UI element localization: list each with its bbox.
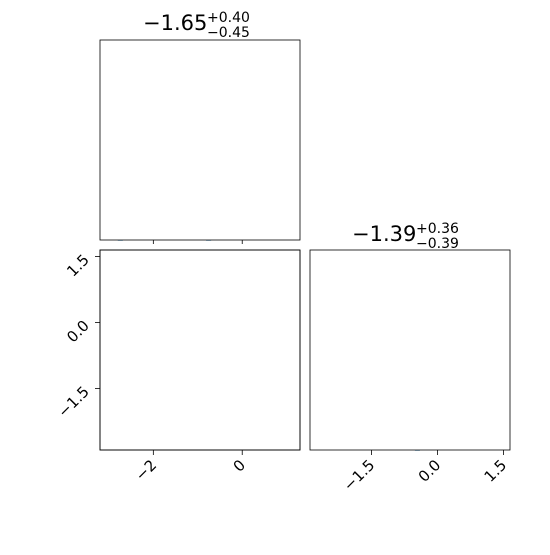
panel-3-title-plus: +0.36	[416, 221, 459, 237]
panel-3-xtick-label-2: 1.5	[481, 456, 511, 486]
panel-2-ytick-label-1: 0.0	[63, 317, 93, 347]
panel-3-frame	[309, 249, 511, 451]
panel-2-joint: −2 0 1.5 0.0 −1.5	[54, 249, 301, 484]
panel-3-histogram: −1.5 0.0 1.5	[309, 249, 511, 495]
panel-1-frame	[99, 39, 301, 241]
panel-3-xtick-label-0: −1.5	[340, 456, 378, 494]
panel-3-title-median: −1.39	[352, 222, 416, 246]
panel-1-title-minus: −0.45	[207, 25, 250, 41]
panel-1-title: −1.65 +0.40 −0.45	[143, 10, 250, 41]
panel-2-frame-outline	[99, 249, 301, 451]
panel-2-ytick-label-0: 1.5	[63, 251, 93, 281]
panel-1-title-plus: +0.40	[207, 10, 250, 26]
panel-3-xtick-label-1: 0.0	[415, 456, 445, 486]
panel-1-title-median: −1.65	[143, 11, 207, 35]
panel-3-title: −1.39 +0.36 −0.39	[352, 221, 459, 252]
panel-2-xtick-label-0: −2	[132, 456, 160, 484]
panel-2-ytick-label-2: −1.5	[54, 383, 92, 421]
panel-2-frame	[99, 249, 301, 451]
panel-2-xtick-label-1: 0	[230, 456, 249, 475]
panel-3-title-minus: −0.39	[416, 236, 459, 252]
panel-1-histogram	[99, 39, 301, 244]
